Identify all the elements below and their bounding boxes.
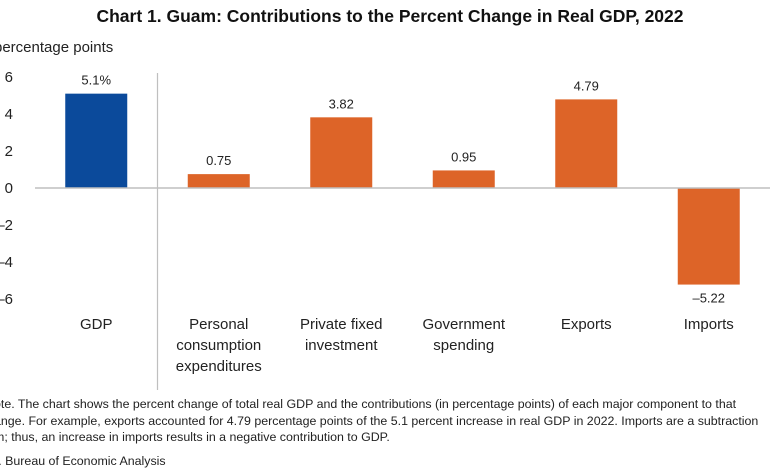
bar bbox=[187, 174, 250, 188]
category-label-line: GDP bbox=[79, 316, 113, 333]
category-label: Government spending bbox=[404, 314, 524, 356]
category-label: Exports bbox=[526, 314, 646, 335]
data-label: 4.79 bbox=[574, 78, 599, 93]
chart-title: Chart 1. Guam: Contributions to the Perc… bbox=[96, 6, 684, 26]
bar bbox=[555, 99, 618, 188]
category-label-line: Personal bbox=[189, 316, 249, 333]
y-tick-label: 2 bbox=[5, 143, 13, 160]
y-tick-label: 6 bbox=[5, 69, 13, 86]
y-tick-label: 0 bbox=[5, 180, 13, 197]
data-label: 5.1% bbox=[81, 73, 111, 88]
bar bbox=[310, 117, 373, 188]
note-line: ange. For example, exports accounted for… bbox=[0, 413, 759, 428]
note-text: ote. The chart shows the percent change … bbox=[0, 396, 780, 446]
bars bbox=[65, 93, 740, 285]
note-line: m; thus, an increase in imports results … bbox=[0, 430, 390, 444]
bar bbox=[432, 170, 495, 188]
note-line: ote. The chart shows the percent change … bbox=[0, 397, 737, 411]
bar bbox=[677, 188, 740, 285]
category-label-line: consumption bbox=[176, 337, 262, 354]
data-label: –5.22 bbox=[692, 291, 725, 306]
y-axis-label: percentage points bbox=[0, 39, 114, 56]
category-label: Private fixed investment bbox=[281, 314, 401, 356]
category-label-line: Private fixed bbox=[299, 316, 383, 333]
category-label-line: Imports bbox=[683, 316, 734, 333]
source-text: S. Bureau of Economic Analysis bbox=[0, 454, 166, 468]
data-label: 0.75 bbox=[206, 153, 231, 168]
category-label: Imports bbox=[649, 314, 769, 335]
y-tick-label: –6 bbox=[0, 291, 13, 308]
category-label-line: Government bbox=[422, 316, 506, 333]
category-label-line: Exports bbox=[560, 316, 612, 333]
category-label: GDP bbox=[36, 314, 156, 335]
data-label: 0.95 bbox=[451, 149, 476, 164]
data-labels: 5.1% 0.75 3.82 0.95 4.79 –5.22 bbox=[81, 73, 725, 306]
category-label-line: investment bbox=[304, 337, 378, 354]
y-tick-label: –4 bbox=[0, 254, 13, 271]
category-label-line: spending bbox=[433, 337, 495, 354]
y-tick-label: –2 bbox=[0, 217, 13, 234]
y-tick-labels: 6 4 2 0 –2 –4 –6 bbox=[0, 69, 13, 308]
y-tick-label: 4 bbox=[5, 106, 13, 123]
category-label: Personal consumption expenditures bbox=[159, 314, 279, 377]
category-label-line: expenditures bbox=[175, 358, 262, 375]
bar bbox=[65, 93, 128, 188]
data-label: 3.82 bbox=[329, 96, 354, 111]
